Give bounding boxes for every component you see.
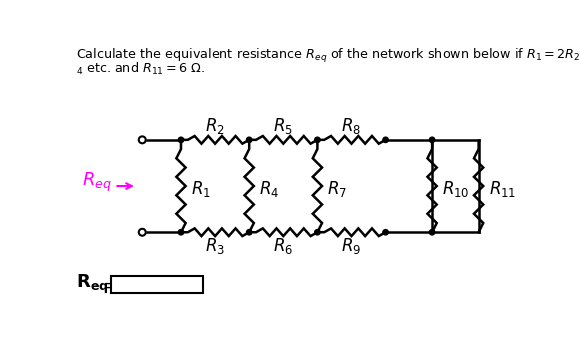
Text: $R_9$: $R_9$ [342,236,361,256]
Circle shape [429,229,435,235]
Text: $R_6$: $R_6$ [273,236,293,256]
Text: $R_1$: $R_1$ [191,179,211,199]
Text: $R_2$: $R_2$ [205,116,225,136]
Circle shape [383,137,389,142]
Text: $R_{10}$: $R_{10}$ [442,179,470,199]
Text: $R_4$: $R_4$ [259,179,280,199]
Circle shape [139,229,146,236]
Text: $R_{11}$: $R_{11}$ [489,179,516,199]
Text: $R_5$: $R_5$ [273,116,293,136]
Text: $R_3$: $R_3$ [205,236,225,256]
Text: Calculate the equivalent resistance $R_{eq}$ of the network shown below if $R_1 : Calculate the equivalent resistance $R_{… [77,47,580,65]
Text: $R_8$: $R_8$ [342,116,361,136]
Circle shape [178,137,184,142]
Text: $R_7$: $R_7$ [328,179,347,199]
Text: $=$: $=$ [99,276,118,293]
Text: $\mathbf{R_{eq}}$: $\mathbf{R_{eq}}$ [75,273,108,296]
Circle shape [178,229,184,235]
Circle shape [246,229,252,235]
Circle shape [429,137,435,142]
Text: $_4$ etc. and $R_{11} = 6\ \Omega.$: $_4$ etc. and $R_{11} = 6\ \Omega.$ [77,61,205,77]
Circle shape [315,137,320,142]
Circle shape [139,136,146,143]
Circle shape [246,137,252,142]
Text: $R_{eq}$: $R_{eq}$ [82,171,111,194]
Circle shape [383,229,389,235]
Circle shape [315,229,320,235]
FancyBboxPatch shape [111,276,202,293]
